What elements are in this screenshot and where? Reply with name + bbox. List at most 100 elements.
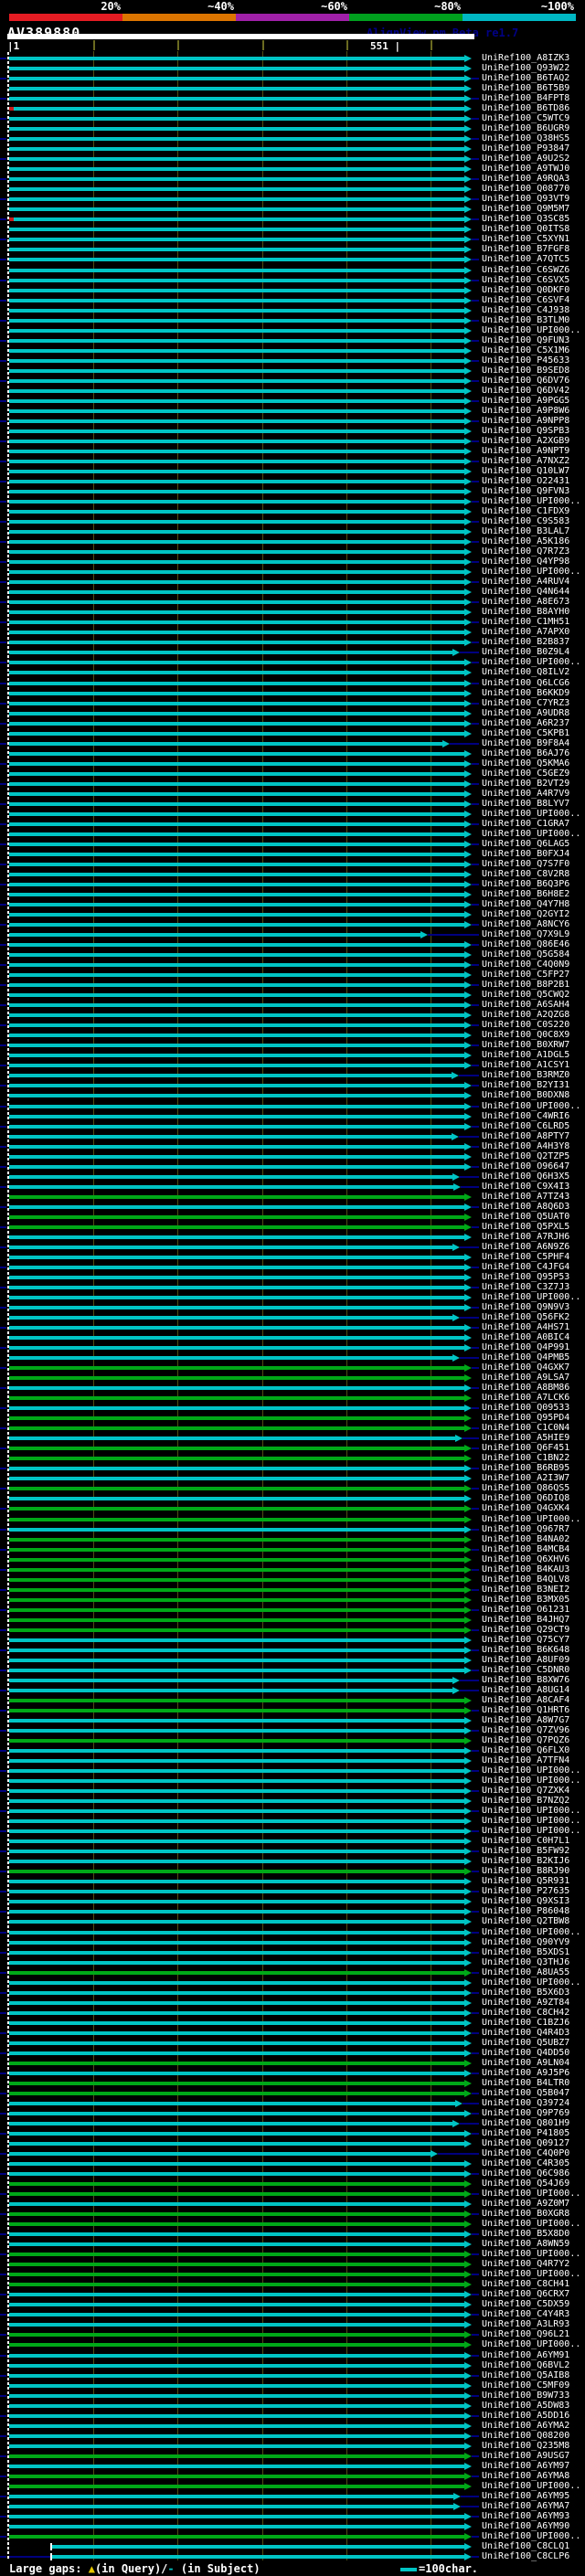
row-label[interactable]: UniRef100_A8BM86 <box>482 1383 570 1393</box>
row-label[interactable]: UniRef100_Q5B047 <box>482 2088 570 2098</box>
alignment-bar[interactable] <box>9 2192 464 2196</box>
alignment-bar[interactable] <box>9 1528 464 1532</box>
alignment-bar[interactable] <box>9 1426 464 1430</box>
alignment-bar[interactable] <box>9 1105 464 1108</box>
row-label[interactable]: UniRef100_P41805 <box>482 2128 570 2138</box>
row-label[interactable]: UniRef100_A8UF09 <box>482 1655 570 1665</box>
alignment-bar[interactable] <box>9 540 464 544</box>
row-label[interactable]: UniRef100_Q7X9L9 <box>482 929 570 939</box>
row-label[interactable]: UniRef100_Q96L21 <box>482 2329 570 2339</box>
row-label[interactable]: UniRef100_A7QTC5 <box>482 254 570 264</box>
row-label[interactable]: UniRef100_A6SAH4 <box>482 1000 570 1010</box>
row-label[interactable]: UniRef100_Q3THJ6 <box>482 1957 570 1967</box>
alignment-bar[interactable] <box>9 339 464 343</box>
alignment-bar[interactable] <box>9 1376 464 1380</box>
alignment-bar[interactable] <box>9 500 464 504</box>
row-label[interactable]: UniRef100_A9LN04 <box>482 2058 570 2068</box>
alignment-bar[interactable] <box>9 1618 464 1622</box>
alignment-bar[interactable] <box>9 1900 464 1903</box>
alignment-bar[interactable] <box>9 1386 464 1390</box>
alignment-bar[interactable] <box>9 1457 464 1460</box>
row-label[interactable]: UniRef100_A5HIE9 <box>482 1433 570 1443</box>
row-label[interactable]: UniRef100_C1BN22 <box>482 1453 570 1463</box>
row-label[interactable]: UniRef100_B3LAL7 <box>482 526 570 536</box>
row-label[interactable]: UniRef100_Q6BVL2 <box>482 2360 570 2370</box>
row-label[interactable]: UniRef100_C4Y4R3 <box>482 2309 570 2319</box>
row-label[interactable]: UniRef100_UPI000.. <box>482 1977 581 1988</box>
row-label[interactable]: UniRef100_Q6XHV6 <box>482 1554 570 1564</box>
alignment-bar[interactable] <box>9 1518 464 1521</box>
alignment-bar[interactable] <box>9 1981 464 1985</box>
alignment-bar[interactable] <box>9 2072 464 2075</box>
alignment-bar[interactable] <box>9 2313 464 2316</box>
row-label[interactable]: UniRef100_Q6F451 <box>482 1443 570 1453</box>
alignment-bar[interactable] <box>9 1064 464 1067</box>
row-label[interactable]: UniRef100_B2YI31 <box>482 1080 570 1090</box>
row-label[interactable]: UniRef100_Q2TZP5 <box>482 1151 570 1161</box>
row-label[interactable]: UniRef100_A8CAF4 <box>482 1695 570 1705</box>
alignment-bar[interactable] <box>9 2132 464 2136</box>
row-label[interactable]: UniRef100_C5MF09 <box>482 2380 570 2390</box>
alignment-bar[interactable] <box>9 319 464 323</box>
alignment-bar[interactable] <box>9 2424 464 2428</box>
alignment-bar[interactable] <box>14 107 464 111</box>
alignment-bar[interactable] <box>9 1155 464 1159</box>
alignment-bar[interactable] <box>9 1839 464 1843</box>
alignment-bar[interactable] <box>9 913 464 917</box>
row-label[interactable]: UniRef100_B4LTR0 <box>482 2078 570 2088</box>
row-label[interactable]: UniRef100_C1GRA7 <box>482 819 570 829</box>
alignment-bar[interactable] <box>9 349 464 353</box>
alignment-bar[interactable] <box>9 1125 464 1129</box>
row-label[interactable]: UniRef100_UPI000.. <box>482 2531 581 2541</box>
row-label[interactable]: UniRef100_C4Q0P0 <box>482 2148 570 2158</box>
row-label[interactable]: UniRef100_Q7ZXK4 <box>482 1786 570 1796</box>
alignment-bar[interactable] <box>9 2374 464 2378</box>
row-label[interactable]: UniRef100_C8CH42 <box>482 2008 570 2018</box>
row-label[interactable]: UniRef100_B4KAU3 <box>482 1564 570 1574</box>
row-label[interactable]: UniRef100_Q08200 <box>482 2431 570 2441</box>
row-label[interactable]: UniRef100_Q39724 <box>482 2098 570 2108</box>
alignment-bar[interactable] <box>9 2485 464 2488</box>
row-label[interactable]: UniRef100_A4HS71 <box>482 1322 570 1332</box>
alignment-bar[interactable] <box>9 2202 464 2206</box>
alignment-bar[interactable] <box>9 127 464 131</box>
alignment-bar[interactable] <box>9 520 464 524</box>
row-label[interactable]: UniRef100_B2VT29 <box>482 779 570 789</box>
alignment-bar[interactable] <box>14 217 464 221</box>
row-label[interactable]: UniRef100_Q54J69 <box>482 2178 570 2189</box>
alignment-bar[interactable] <box>9 167 464 171</box>
alignment-bar[interactable] <box>9 943 464 947</box>
row-label[interactable]: UniRef100_Q6LAG5 <box>482 839 570 849</box>
alignment-bar[interactable] <box>9 782 464 786</box>
row-label[interactable]: UniRef100_C7YRZ3 <box>482 698 570 708</box>
alignment-bar[interactable] <box>9 1910 464 1913</box>
alignment-bar[interactable] <box>9 1860 464 1863</box>
row-label[interactable]: UniRef100_A6N9Z6 <box>482 1242 570 1252</box>
alignment-bar[interactable] <box>9 903 464 906</box>
alignment-bar[interactable] <box>9 238 464 241</box>
row-label[interactable]: UniRef100_B7FGF8 <box>482 244 570 254</box>
row-label[interactable]: UniRef100_B6TD86 <box>482 103 570 113</box>
alignment-bar[interactable] <box>9 550 464 554</box>
alignment-bar[interactable] <box>9 228 464 231</box>
alignment-bar[interactable] <box>9 207 464 211</box>
row-label[interactable]: UniRef100_Q0DKF0 <box>482 285 570 295</box>
alignment-bar[interactable] <box>9 2505 453 2508</box>
row-label[interactable]: UniRef100_B5XDS1 <box>482 1947 570 1957</box>
row-label[interactable]: UniRef100_Q90YV9 <box>482 1937 570 1947</box>
row-label[interactable]: UniRef100_Q9SPB3 <box>482 426 570 436</box>
alignment-bar[interactable] <box>9 470 464 473</box>
row-label[interactable]: UniRef100_C6LRD5 <box>482 1121 570 1131</box>
row-label[interactable]: UniRef100_O22431 <box>482 476 570 486</box>
alignment-bar[interactable] <box>9 1023 464 1027</box>
row-label[interactable]: UniRef100_B4NA02 <box>482 1534 570 1544</box>
row-label[interactable]: UniRef100_Q93W22 <box>482 63 570 73</box>
row-label[interactable]: UniRef100_C5GEZ9 <box>482 769 570 779</box>
alignment-bar[interactable] <box>9 1568 464 1572</box>
row-label[interactable]: UniRef100_A9P8W6 <box>482 406 570 416</box>
alignment-bar[interactable] <box>9 661 464 664</box>
row-label[interactable]: UniRef100_Q967R7 <box>482 1524 570 1534</box>
row-label[interactable]: UniRef100_C0S220 <box>482 1020 570 1030</box>
row-label[interactable]: UniRef100_A9RQA3 <box>482 174 570 184</box>
alignment-bar[interactable] <box>9 1951 464 1955</box>
